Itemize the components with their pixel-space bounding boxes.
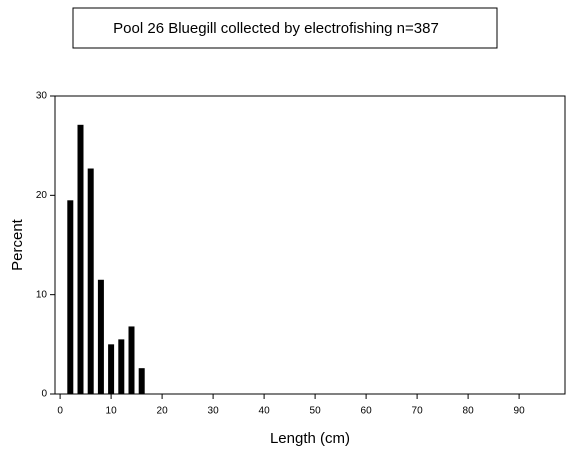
x-tick-label: 0	[57, 406, 63, 417]
y-tick-label: 20	[36, 190, 48, 201]
chart-title: Pool 26 Bluegill collected by electrofis…	[113, 20, 439, 37]
y-axis-label: Percent	[9, 218, 26, 271]
plot-frame	[54, 95, 566, 395]
x-tick-label: 50	[310, 406, 322, 417]
y-tick-label: 10	[36, 289, 48, 300]
bar	[138, 368, 145, 394]
y-tick-label: 0	[41, 389, 47, 400]
bar	[118, 339, 125, 394]
x-tick-label: 80	[463, 406, 475, 417]
y-tick-label: 30	[36, 91, 48, 102]
x-tick-label: 20	[157, 406, 169, 417]
x-tick-label: 70	[412, 406, 424, 417]
bar	[108, 344, 115, 394]
title-box	[72, 7, 498, 49]
x-tick-label: 90	[514, 406, 526, 417]
bar	[97, 279, 104, 394]
bar	[87, 168, 94, 394]
bar	[128, 326, 135, 394]
x-tick-label: 10	[106, 406, 118, 417]
x-axis-label: Length (cm)	[270, 430, 350, 447]
x-tick-label: 30	[208, 406, 220, 417]
bar	[67, 200, 74, 394]
bar	[77, 124, 84, 394]
x-tick-label: 40	[259, 406, 271, 417]
x-tick-label: 60	[361, 406, 373, 417]
